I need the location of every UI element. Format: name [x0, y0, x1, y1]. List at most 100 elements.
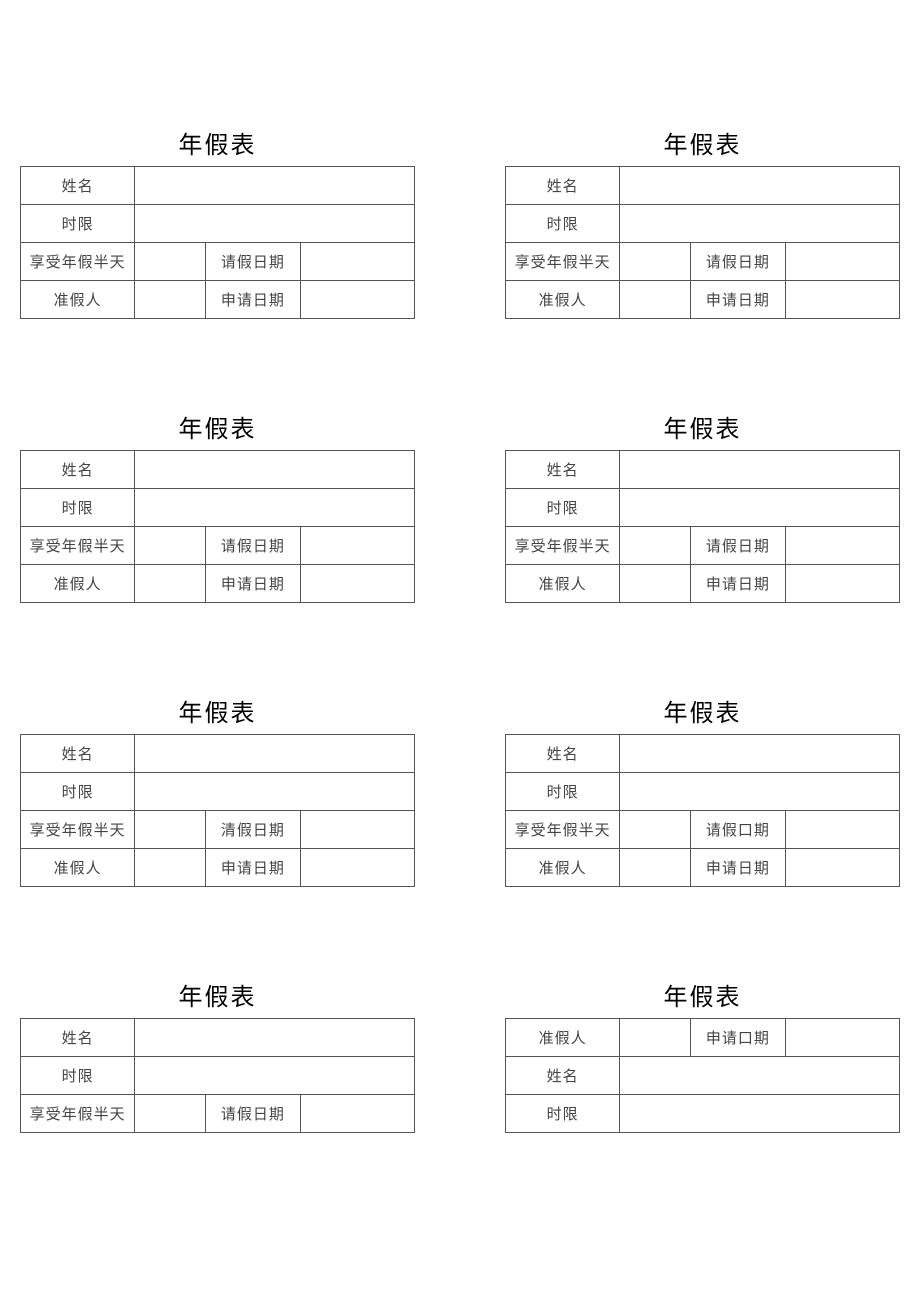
- label-duration: 时限: [21, 1057, 135, 1095]
- form-title: 年假表: [179, 693, 257, 728]
- label-applydate: 申请日期: [691, 565, 786, 603]
- form-table: 姓名 时限 享受年假半天 请假日期 准假人 申请日期: [20, 450, 415, 603]
- value-applydate: [785, 1019, 899, 1057]
- form-title: 年假表: [179, 977, 257, 1012]
- label-leavedate: 请假日期: [206, 527, 301, 565]
- label-halfday: 享受年假半天: [21, 811, 135, 849]
- label-name: 姓名: [21, 167, 135, 205]
- label-halfday: 享受年假半天: [506, 243, 620, 281]
- value-applydate: [300, 849, 414, 887]
- value-applydate: [785, 565, 899, 603]
- label-duration: 时限: [21, 489, 135, 527]
- value-duration: [620, 773, 900, 811]
- label-applydate: 申请口期: [691, 1019, 786, 1057]
- form-table: 姓名 时限 享受年假半天 请假日期 准假人 申请日期: [505, 166, 900, 319]
- form-table: 姓名 时限 享受年假半天 请假日期 准假人 申请日期: [505, 450, 900, 603]
- form-table: 姓名 时限 享受年假半天 清假日期 准假人 申请日期: [20, 734, 415, 887]
- form-table: 准假人 申请口期 姓名 时限: [505, 1018, 900, 1133]
- label-name: 姓名: [506, 1057, 620, 1095]
- value-approver: [620, 565, 691, 603]
- label-approver: 准假人: [506, 281, 620, 319]
- value-halfday: [135, 243, 206, 281]
- value-name: [620, 167, 900, 205]
- label-halfday: 享受年假半天: [21, 243, 135, 281]
- form-table: 姓名 时限 享受年假半天 请假日期 准假人 申请日期: [20, 166, 415, 319]
- label-duration: 时限: [506, 489, 620, 527]
- label-applydate: 申请日期: [206, 565, 301, 603]
- label-duration: 时限: [506, 1095, 620, 1133]
- value-duration: [135, 773, 415, 811]
- value-duration: [135, 205, 415, 243]
- label-duration: 时限: [506, 773, 620, 811]
- form-title: 年假表: [179, 409, 257, 444]
- value-name: [620, 735, 900, 773]
- label-leavedate: 请假日期: [691, 243, 786, 281]
- value-leavedate: [300, 1095, 414, 1133]
- value-halfday: [620, 527, 691, 565]
- form-title: 年假表: [664, 125, 742, 160]
- value-leavedate: [785, 527, 899, 565]
- value-halfday: [135, 811, 206, 849]
- label-duration: 时限: [21, 205, 135, 243]
- form-title: 年假表: [664, 693, 742, 728]
- form-title: 年假表: [179, 125, 257, 160]
- label-halfday: 享受年假半天: [21, 1095, 135, 1133]
- form-title: 年假表: [664, 977, 742, 1012]
- value-duration: [135, 1057, 415, 1095]
- value-applydate: [300, 281, 414, 319]
- forms-grid: 年假表 姓名 时限 享受年假半天 请假日期 准假人 申请日期: [20, 125, 900, 1133]
- label-approver: 准假人: [506, 1019, 620, 1057]
- form-table: 姓名 时限 享受年假半天 请假日期: [20, 1018, 415, 1133]
- value-approver: [620, 281, 691, 319]
- value-name: [135, 735, 415, 773]
- value-duration: [135, 489, 415, 527]
- label-approver: 准假人: [21, 849, 135, 887]
- value-duration: [620, 205, 900, 243]
- value-name: [135, 167, 415, 205]
- label-applydate: 申请日期: [691, 281, 786, 319]
- value-applydate: [785, 281, 899, 319]
- label-applydate: 申请日期: [206, 849, 301, 887]
- value-name: [135, 1019, 415, 1057]
- label-name: 姓名: [21, 735, 135, 773]
- label-leavedate: 请假口期: [691, 811, 786, 849]
- label-leavedate: 请假日期: [691, 527, 786, 565]
- label-name: 姓名: [506, 167, 620, 205]
- label-approver: 准假人: [506, 849, 620, 887]
- label-halfday: 享受年假半天: [506, 527, 620, 565]
- value-halfday: [135, 527, 206, 565]
- label-applydate: 申请日期: [691, 849, 786, 887]
- value-leavedate: [300, 527, 414, 565]
- value-name: [620, 451, 900, 489]
- leave-form-8: 年假表 准假人 申请口期 姓名 时限: [505, 977, 900, 1133]
- label-duration: 时限: [506, 205, 620, 243]
- value-approver: [620, 1019, 691, 1057]
- value-name: [620, 1057, 900, 1095]
- leave-form-6: 年假表 姓名 时限 享受年假半天 请假口期 准假人 申请日期: [505, 693, 900, 887]
- label-approver: 准假人: [506, 565, 620, 603]
- leave-form-5: 年假表 姓名 时限 享受年假半天 清假日期 准假人 申请日期: [20, 693, 415, 887]
- value-halfday: [620, 811, 691, 849]
- label-leavedate: 请假日期: [206, 243, 301, 281]
- value-approver: [620, 849, 691, 887]
- value-leavedate: [785, 811, 899, 849]
- value-approver: [135, 849, 206, 887]
- value-duration: [620, 489, 900, 527]
- leave-form-3: 年假表 姓名 时限 享受年假半天 请假日期 准假人 申请日期: [20, 409, 415, 603]
- value-applydate: [300, 565, 414, 603]
- value-applydate: [785, 849, 899, 887]
- value-name: [135, 451, 415, 489]
- leave-form-1: 年假表 姓名 时限 享受年假半天 请假日期 准假人 申请日期: [20, 125, 415, 319]
- value-leavedate: [785, 243, 899, 281]
- label-name: 姓名: [21, 451, 135, 489]
- value-leavedate: [300, 243, 414, 281]
- label-name: 姓名: [506, 735, 620, 773]
- form-table: 姓名 时限 享受年假半天 请假口期 准假人 申请日期: [505, 734, 900, 887]
- value-leavedate: [300, 811, 414, 849]
- form-title: 年假表: [664, 409, 742, 444]
- value-halfday: [620, 243, 691, 281]
- label-applydate: 申请日期: [206, 281, 301, 319]
- leave-form-7: 年假表 姓名 时限 享受年假半天 请假日期: [20, 977, 415, 1133]
- label-duration: 时限: [21, 773, 135, 811]
- value-duration: [620, 1095, 900, 1133]
